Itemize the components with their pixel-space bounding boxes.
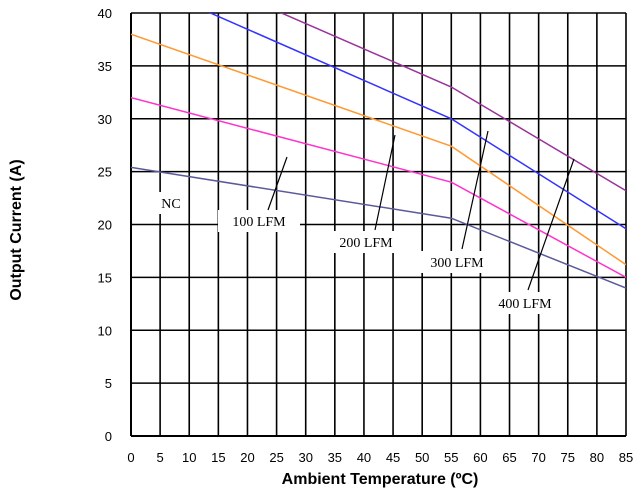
series-line-400-lfm: [279, 13, 626, 192]
annotation-label-400-lfm: 400 LFM: [498, 297, 552, 312]
annotation-label-nc: NC: [161, 197, 180, 212]
annotation-leader-100-lfm: [267, 156, 288, 211]
x-axis-ticks: 0 5 10 15 20 25 30 35 40 45 50 55 60 65 70 75 80 85: [127, 450, 633, 465]
y-axis-ticks: 0 5 10 15 20 25 30 35 40: [98, 6, 112, 444]
x-tick-label: 10: [182, 450, 196, 465]
x-tick-label: 15: [211, 450, 225, 465]
x-tick-label: 65: [502, 450, 516, 465]
annotation-leader-300-lfm: [461, 130, 489, 250]
y-axis-title: Output Current (A): [8, 159, 25, 300]
annotation-label-300-lfm: 300 LFM: [430, 256, 484, 271]
x-tick-label: 75: [561, 450, 575, 465]
y-tick-label: 10: [98, 323, 112, 338]
y-tick-label: 20: [98, 218, 112, 233]
grid-lines: [130, 12, 627, 437]
x-tick-label: 55: [444, 450, 458, 465]
x-tick-label: 35: [328, 450, 342, 465]
annotation-label-100-lfm: 100 LFM: [232, 215, 286, 230]
annotation-leader-200-lfm: [374, 134, 396, 231]
x-tick-label: 0: [127, 450, 134, 465]
annotation-label-200-lfm: 200 LFM: [339, 236, 393, 251]
series-line-200-lfm: [131, 33, 626, 266]
y-tick-label: 0: [105, 429, 112, 444]
y-tick-label: 5: [105, 376, 112, 391]
x-tick-label: 25: [269, 450, 283, 465]
x-tick-label: 40: [357, 450, 371, 465]
y-tick-label: 30: [98, 112, 112, 127]
series-line-nc: [131, 166, 626, 289]
annotation-box-nc: [154, 192, 188, 214]
x-tick-label: 45: [386, 450, 400, 465]
y-tick-label: 35: [98, 59, 112, 74]
x-tick-label: 30: [298, 450, 312, 465]
x-tick-label: 60: [473, 450, 487, 465]
annotation-box-300-lfm: [416, 251, 498, 273]
x-tick-label: 50: [415, 450, 429, 465]
x-tick-label: 70: [531, 450, 545, 465]
x-tick-label: 85: [619, 450, 633, 465]
x-axis-title: Ambient Temperature (ºC): [282, 471, 479, 488]
series-line-100-lfm: [131, 96, 626, 279]
series-line-300-lfm: [208, 13, 626, 230]
annotation-box-200-lfm: [330, 231, 402, 253]
annotation-box-400-lfm: [484, 292, 566, 314]
x-tick-label: 5: [157, 450, 164, 465]
y-tick-label: 15: [98, 270, 112, 285]
x-tick-label: 20: [240, 450, 254, 465]
curves: [131, 13, 626, 289]
annotation-box-100-lfm: [218, 210, 300, 232]
curve-annotations: NC 100 LFM 200 LFM 300 LFM 400 LFM: [154, 130, 575, 314]
y-tick-label: 25: [98, 165, 112, 180]
annotation-leader-400-lfm: [527, 158, 575, 291]
y-tick-label: 40: [98, 6, 112, 21]
x-tick-label: 80: [590, 450, 604, 465]
